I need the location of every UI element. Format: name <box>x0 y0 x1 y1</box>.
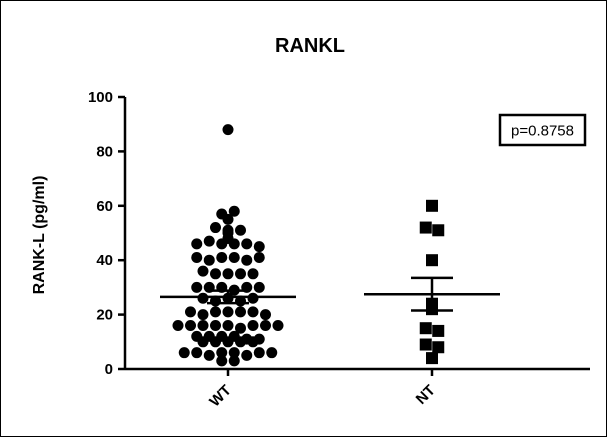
chart-title: RANKL <box>275 35 345 57</box>
data-point-circle <box>210 306 221 318</box>
data-point-circle <box>253 281 265 293</box>
y-tick-label: 100 <box>88 89 113 106</box>
data-point-circle <box>253 241 265 253</box>
data-point-square <box>432 324 445 337</box>
p-value-box <box>498 113 587 147</box>
data-point-circle <box>222 319 234 331</box>
data-point-circle <box>216 355 228 367</box>
data-point-circle <box>203 349 215 361</box>
data-point-circle <box>260 309 271 321</box>
data-point-circle <box>235 322 246 334</box>
data-point-circle <box>222 306 234 318</box>
data-point-circle <box>228 205 240 217</box>
mean-sem-bars <box>160 276 500 312</box>
data-point-circle <box>210 222 221 234</box>
data-point-circle <box>228 355 240 367</box>
data-point-square <box>426 352 438 365</box>
data-point-circle <box>216 347 228 359</box>
data-point-circle <box>235 336 246 348</box>
y-ticks: 0 20 40 60 80 100 <box>88 89 125 378</box>
data-point-circle <box>210 268 221 280</box>
x-category-labels: WT NT <box>206 369 439 410</box>
data-point-circle <box>222 213 234 225</box>
data-point-circle <box>203 254 215 266</box>
data-points <box>172 124 445 367</box>
data-point-circle <box>247 336 259 348</box>
y-tick-label: 0 <box>105 361 113 378</box>
data-point-circle <box>191 251 203 263</box>
data-point-circle <box>185 319 196 331</box>
data-point-circle <box>266 347 278 359</box>
data-point-circle <box>222 124 234 136</box>
data-point-circle <box>253 251 265 263</box>
data-point-square <box>426 254 438 267</box>
data-point-circle <box>247 319 259 331</box>
data-point-circle <box>191 281 203 293</box>
y-axis-label: RANK-L (pg/ml) <box>31 176 48 295</box>
data-point-circle <box>203 235 215 247</box>
data-point-circle <box>235 306 246 318</box>
x-category-label: NT <box>413 382 439 408</box>
data-point-square <box>419 338 432 351</box>
data-point-circle <box>222 268 234 280</box>
data-point-circle <box>228 347 240 359</box>
data-point-circle <box>172 319 184 331</box>
data-point-circle <box>197 292 209 304</box>
data-point-circle <box>247 292 259 304</box>
x-category-label: WT <box>206 382 235 411</box>
data-point-circle <box>210 319 221 331</box>
data-point-circle <box>253 347 265 359</box>
p-value-annotation: p=0.8758 <box>498 113 587 147</box>
data-point-circle <box>241 349 253 361</box>
data-point-circle <box>235 224 246 236</box>
data-point-circle <box>235 268 246 280</box>
data-point-circle <box>228 251 240 263</box>
y-tick-label: 40 <box>96 252 113 269</box>
data-point-circle <box>178 347 190 359</box>
y-tick-label: 60 <box>96 198 113 215</box>
data-point-circle <box>216 251 228 263</box>
data-point-circle <box>272 319 284 331</box>
data-point-circle <box>247 306 259 318</box>
data-point-circle <box>260 319 271 331</box>
data-point-square <box>432 341 445 354</box>
data-point-square <box>426 199 438 212</box>
data-point-circle <box>241 254 253 266</box>
data-point-circle <box>241 238 253 250</box>
data-point-circle <box>197 319 209 331</box>
data-point-circle <box>197 309 209 321</box>
data-point-circle <box>247 268 259 280</box>
p-value-text: p=0.8758 <box>511 123 574 140</box>
data-point-circle <box>197 336 209 348</box>
data-point-square <box>419 322 432 335</box>
data-point-circle <box>222 232 234 244</box>
y-tick-label: 80 <box>96 143 113 160</box>
data-point-circle <box>191 347 203 359</box>
data-point-circle <box>197 265 209 277</box>
y-tick-label: 20 <box>96 307 113 324</box>
data-point-square <box>419 221 432 234</box>
data-point-circle <box>191 238 203 250</box>
axes <box>123 97 590 371</box>
data-point-circle <box>222 336 234 348</box>
data-point-square <box>432 224 445 237</box>
data-point-circle <box>210 336 221 348</box>
data-point-circle <box>185 306 196 318</box>
